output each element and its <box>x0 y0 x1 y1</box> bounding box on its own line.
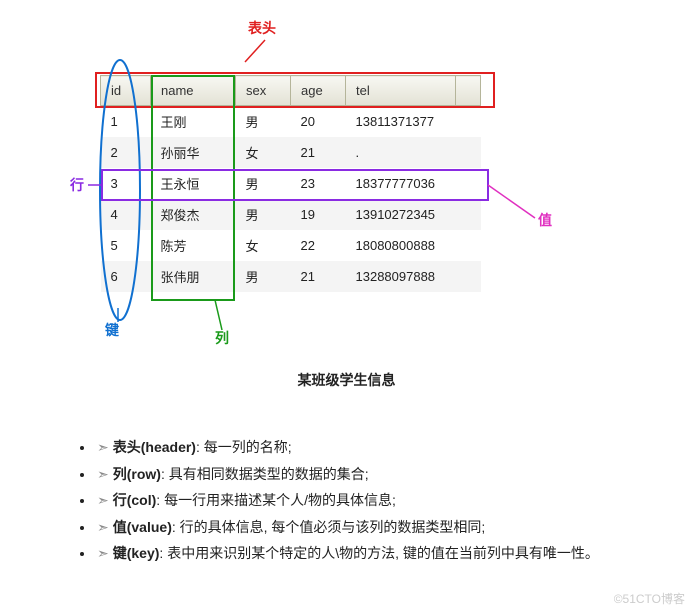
table-cell: 女 <box>236 137 291 168</box>
definition-item: ➣表头(header): 每一列的名称; <box>95 434 655 461</box>
label-key: 键 <box>105 320 119 340</box>
table-row: 5陈芳女2218080800888 <box>101 230 481 261</box>
table-cell: 女 <box>236 230 291 261</box>
table-row: 2孙丽华女21. <box>101 137 481 168</box>
label-col: 列 <box>215 328 229 348</box>
table-cell: 1 <box>101 106 151 138</box>
col-id: id <box>101 76 151 106</box>
definition-list: ➣表头(header): 每一列的名称;➣列(row): 具有相同数据类型的数据… <box>55 434 655 567</box>
table-cell: 21 <box>291 261 346 292</box>
table-cell: 5 <box>101 230 151 261</box>
table-cell: 22 <box>291 230 346 261</box>
definition-item: ➣键(key): 表中用来识别某个特定的人\物的方法, 键的值在当前列中具有唯一… <box>95 540 655 567</box>
col-name: name <box>151 76 236 106</box>
table-cell: 6 <box>101 261 151 292</box>
table-cell: 王刚 <box>151 106 236 138</box>
definition-term: 值(value) <box>113 519 172 535</box>
label-header: 表头 <box>248 18 276 38</box>
bullet-arrow-icon: ➣ <box>97 439 109 455</box>
col-tel: tel <box>346 76 456 106</box>
table-header-row: id name sex age tel <box>101 76 481 106</box>
table-cell: 王永恒 <box>151 168 236 199</box>
table-cell: . <box>346 137 456 168</box>
table-cell: 18080800888 <box>346 230 456 261</box>
definition-desc: : 行的具体信息, 每个值必须与该列的数据类型相同; <box>172 519 485 535</box>
table-cell: 3 <box>101 168 151 199</box>
definition-desc: : 表中用来识别某个特定的人\物的方法, 键的值在当前列中具有唯一性。 <box>159 545 598 561</box>
table-cell: 男 <box>236 199 291 230</box>
col-sex: sex <box>236 76 291 106</box>
definition-desc: : 每一列的名称; <box>196 439 292 455</box>
definition-item: ➣行(col): 每一行用来描述某个人/物的具体信息; <box>95 487 655 514</box>
definition-term: 表头(header) <box>113 439 196 455</box>
table-cell: 13288097888 <box>346 261 456 292</box>
watermark: ©51CTO博客 <box>614 590 685 607</box>
definition-term: 列(row) <box>113 466 161 482</box>
table-cell: 男 <box>236 168 291 199</box>
table-row: 3王永恒男2318377777036 <box>101 168 481 199</box>
table-cell: 4 <box>101 199 151 230</box>
definition-term: 行(col) <box>113 492 157 508</box>
table-cell: 孙丽华 <box>151 137 236 168</box>
bullet-arrow-icon: ➣ <box>97 545 109 561</box>
bullet-arrow-icon: ➣ <box>97 492 109 508</box>
bullet-arrow-icon: ➣ <box>97 519 109 535</box>
table-cell: 21 <box>291 137 346 168</box>
table-caption: 某班级学生信息 <box>0 370 693 390</box>
table-cell: 男 <box>236 106 291 138</box>
col-blank <box>456 76 481 106</box>
table-cell: 郑俊杰 <box>151 199 236 230</box>
table-cell: 19 <box>291 199 346 230</box>
table-cell: 18377777036 <box>346 168 456 199</box>
table-row: 6张伟朋男2113288097888 <box>101 261 481 292</box>
table-cell: 陈芳 <box>151 230 236 261</box>
student-table: id name sex age tel 1王刚男20138113713772孙丽… <box>100 75 481 292</box>
bullet-arrow-icon: ➣ <box>97 466 109 482</box>
table-cell: 13910272345 <box>346 199 456 230</box>
definition-item: ➣列(row): 具有相同数据类型的数据的集合; <box>95 461 655 488</box>
table-cell: 20 <box>291 106 346 138</box>
table-cell: 23 <box>291 168 346 199</box>
definition-item: ➣值(value): 行的具体信息, 每个值必须与该列的数据类型相同; <box>95 514 655 541</box>
label-value: 值 <box>538 210 552 230</box>
label-row: 行 <box>70 175 84 195</box>
table-row: 4郑俊杰男1913910272345 <box>101 199 481 230</box>
definition-term: 键(key) <box>113 545 160 561</box>
table-cell: 男 <box>236 261 291 292</box>
table-cell: 2 <box>101 137 151 168</box>
table-cell: 13811371377 <box>346 106 456 138</box>
definition-desc: : 每一行用来描述某个人/物的具体信息; <box>156 492 396 508</box>
table-cell: 张伟朋 <box>151 261 236 292</box>
definition-desc: : 具有相同数据类型的数据的集合; <box>161 466 369 482</box>
table-row: 1王刚男2013811371377 <box>101 106 481 138</box>
col-age: age <box>291 76 346 106</box>
